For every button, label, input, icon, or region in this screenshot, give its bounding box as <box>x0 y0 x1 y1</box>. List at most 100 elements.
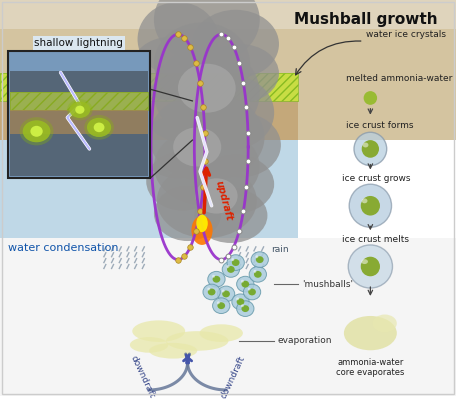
Ellipse shape <box>178 64 236 113</box>
Text: water condensation: water condensation <box>8 243 118 253</box>
Ellipse shape <box>87 118 111 137</box>
Ellipse shape <box>349 184 392 227</box>
Ellipse shape <box>67 99 92 120</box>
Ellipse shape <box>363 143 368 147</box>
Ellipse shape <box>200 113 281 177</box>
Ellipse shape <box>84 115 114 140</box>
Text: evaporation: evaporation <box>277 337 331 345</box>
Ellipse shape <box>195 178 237 214</box>
Ellipse shape <box>236 297 239 300</box>
Ellipse shape <box>191 216 213 245</box>
Ellipse shape <box>373 314 397 332</box>
Ellipse shape <box>241 281 249 288</box>
Ellipse shape <box>200 324 243 342</box>
Bar <box>0 140 298 238</box>
Ellipse shape <box>362 140 379 158</box>
Ellipse shape <box>348 245 392 288</box>
Text: ammonia-water
core evaporates: ammonia-water core evaporates <box>336 358 404 377</box>
Text: melted ammonia-water: melted ammonia-water <box>346 74 453 83</box>
Ellipse shape <box>203 284 220 300</box>
Ellipse shape <box>227 265 229 268</box>
Bar <box>0 74 298 101</box>
Text: updraft: updraft <box>213 180 233 222</box>
Ellipse shape <box>256 256 264 263</box>
Ellipse shape <box>241 305 249 312</box>
Ellipse shape <box>23 120 50 142</box>
Ellipse shape <box>254 271 262 278</box>
Ellipse shape <box>251 252 268 267</box>
Text: downdraft: downdraft <box>219 354 246 400</box>
Text: shallow lightning: shallow lightning <box>35 38 123 48</box>
Ellipse shape <box>194 188 267 243</box>
Ellipse shape <box>222 290 230 297</box>
Ellipse shape <box>227 255 244 270</box>
Ellipse shape <box>157 164 257 238</box>
Bar <box>0 74 298 101</box>
Ellipse shape <box>361 259 368 264</box>
Ellipse shape <box>362 198 367 203</box>
Ellipse shape <box>75 105 84 114</box>
Ellipse shape <box>132 37 205 100</box>
Bar <box>0 101 298 140</box>
Ellipse shape <box>208 271 225 287</box>
Ellipse shape <box>241 304 244 307</box>
Text: ice crust melts: ice crust melts <box>341 235 409 244</box>
Ellipse shape <box>154 46 260 140</box>
Ellipse shape <box>188 76 274 150</box>
Ellipse shape <box>361 196 380 216</box>
Ellipse shape <box>154 186 221 241</box>
Text: water ice crystals: water ice crystals <box>365 30 446 39</box>
Text: ice crust grows: ice crust grows <box>341 174 410 183</box>
Ellipse shape <box>196 215 208 232</box>
Ellipse shape <box>94 122 104 132</box>
Ellipse shape <box>208 288 216 295</box>
Ellipse shape <box>218 302 225 309</box>
Text: ice crust forms: ice crust forms <box>346 121 414 130</box>
Ellipse shape <box>137 2 219 76</box>
Ellipse shape <box>70 101 90 118</box>
Ellipse shape <box>202 44 279 103</box>
Ellipse shape <box>139 116 217 178</box>
Ellipse shape <box>231 258 234 261</box>
Text: 'mushballs': 'mushballs' <box>302 280 353 288</box>
Bar <box>0 0 456 29</box>
Ellipse shape <box>207 288 210 290</box>
Ellipse shape <box>237 301 254 316</box>
Ellipse shape <box>192 10 279 78</box>
Ellipse shape <box>248 288 251 290</box>
Ellipse shape <box>254 270 256 273</box>
Ellipse shape <box>149 343 197 359</box>
Ellipse shape <box>227 266 235 273</box>
Ellipse shape <box>255 255 258 258</box>
Ellipse shape <box>213 298 230 314</box>
Ellipse shape <box>354 132 387 166</box>
Ellipse shape <box>130 337 168 353</box>
Ellipse shape <box>142 74 223 142</box>
Ellipse shape <box>222 290 225 292</box>
Ellipse shape <box>154 0 260 64</box>
Ellipse shape <box>243 284 261 300</box>
Bar <box>298 74 456 140</box>
Text: Mushball growth: Mushball growth <box>294 12 438 27</box>
Bar <box>0 238 456 396</box>
Bar <box>9 110 148 134</box>
Ellipse shape <box>344 316 397 350</box>
Text: downdraft: downdraft <box>128 354 156 400</box>
Ellipse shape <box>213 276 220 283</box>
Ellipse shape <box>364 91 377 105</box>
Ellipse shape <box>146 152 219 210</box>
Ellipse shape <box>197 155 274 214</box>
Bar <box>9 92 148 110</box>
Ellipse shape <box>232 294 249 309</box>
Ellipse shape <box>237 298 244 305</box>
Ellipse shape <box>30 126 43 137</box>
Ellipse shape <box>249 267 266 282</box>
Ellipse shape <box>361 257 380 276</box>
Ellipse shape <box>19 117 54 145</box>
Text: rain: rain <box>271 245 289 255</box>
Ellipse shape <box>218 286 235 302</box>
Ellipse shape <box>173 127 221 166</box>
Ellipse shape <box>154 23 250 105</box>
Bar <box>8 51 150 178</box>
Ellipse shape <box>222 262 239 277</box>
